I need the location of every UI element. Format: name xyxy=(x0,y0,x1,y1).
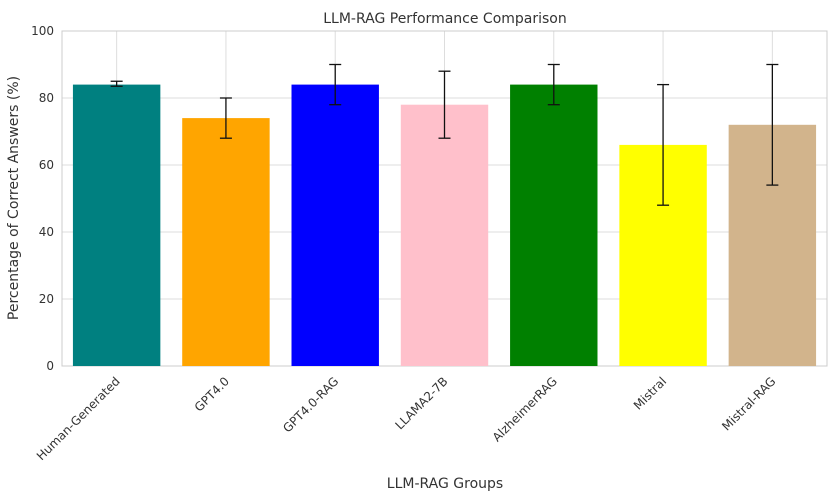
y-axis-title: Percentage of Correct Answers (%) xyxy=(6,76,22,320)
bar xyxy=(72,84,161,366)
y-tick-label: 80 xyxy=(39,91,54,105)
y-tick-label: 60 xyxy=(39,158,54,172)
bar xyxy=(510,84,598,366)
x-tick-label: AlzheimerRAG xyxy=(490,374,560,444)
bar xyxy=(291,84,379,366)
x-axis-title: LLM-RAG Groups xyxy=(387,476,503,492)
y-tick-label: 0 xyxy=(46,359,54,373)
y-axis-ticks: 0 20 40 60 80 100 xyxy=(31,24,54,373)
y-tick-label: 100 xyxy=(31,24,54,38)
x-tick-label: GPT4.0-RAG xyxy=(280,374,341,435)
x-tick-label: GPT4.0 xyxy=(192,374,232,414)
chart-title: LLM-RAG Performance Comparison xyxy=(323,11,567,27)
bar xyxy=(182,118,270,366)
x-tick-label: Human-Generated xyxy=(34,374,123,463)
error-bars xyxy=(110,63,779,206)
y-tick-label: 20 xyxy=(39,292,54,306)
bar xyxy=(400,104,489,366)
x-tick-label: LLAMA2-7B xyxy=(392,374,450,432)
x-axis-ticks: Human-Generated GPT4.0 GPT4.0-RAG LLAMA2-7B… xyxy=(34,374,779,463)
x-tick-label: Mistral-RAG xyxy=(719,374,778,433)
y-tick-label: 40 xyxy=(39,225,54,239)
x-tick-label: Mistral xyxy=(631,374,669,412)
